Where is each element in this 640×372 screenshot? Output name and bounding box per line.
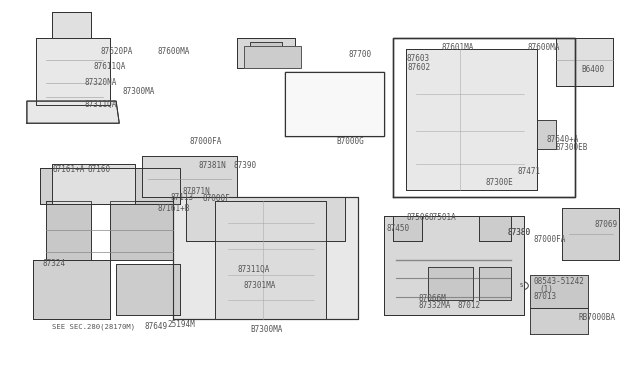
Text: 87300MA: 87300MA bbox=[122, 87, 155, 96]
Text: 87640+A: 87640+A bbox=[546, 135, 579, 144]
Text: 87501A: 87501A bbox=[428, 213, 456, 222]
Polygon shape bbox=[479, 215, 511, 241]
Polygon shape bbox=[250, 42, 282, 64]
Polygon shape bbox=[406, 49, 537, 190]
Text: B6400: B6400 bbox=[581, 65, 604, 74]
Polygon shape bbox=[109, 201, 173, 260]
Text: 87601MA: 87601MA bbox=[441, 43, 474, 52]
Text: 87332MA: 87332MA bbox=[419, 301, 451, 311]
Polygon shape bbox=[186, 197, 346, 241]
Text: 87000FA: 87000FA bbox=[534, 235, 566, 244]
Text: S: S bbox=[519, 283, 522, 288]
Polygon shape bbox=[33, 260, 109, 319]
Text: B7000G: B7000G bbox=[336, 137, 364, 146]
Polygon shape bbox=[52, 13, 91, 38]
Text: 87602: 87602 bbox=[408, 63, 431, 72]
Text: 87708: 87708 bbox=[310, 100, 333, 109]
Polygon shape bbox=[40, 167, 180, 205]
Polygon shape bbox=[285, 71, 384, 136]
Polygon shape bbox=[52, 164, 135, 205]
Text: 87700: 87700 bbox=[349, 51, 372, 60]
Text: 87506: 87506 bbox=[406, 213, 429, 222]
Text: RB7000BA: RB7000BA bbox=[578, 312, 615, 321]
Text: 87320NA: 87320NA bbox=[84, 78, 116, 87]
Text: 87066M: 87066M bbox=[419, 294, 447, 303]
Bar bbox=[244, 46, 301, 68]
Polygon shape bbox=[537, 119, 556, 149]
Polygon shape bbox=[479, 267, 511, 301]
Circle shape bbox=[49, 276, 94, 302]
Text: 87450: 87450 bbox=[387, 224, 410, 233]
Polygon shape bbox=[562, 208, 620, 260]
Text: 87012: 87012 bbox=[457, 301, 480, 311]
Polygon shape bbox=[27, 101, 119, 123]
Text: 87000FA: 87000FA bbox=[189, 137, 221, 146]
Text: 87161+A: 87161+A bbox=[52, 165, 84, 174]
Polygon shape bbox=[173, 197, 358, 319]
Text: 87611QA: 87611QA bbox=[94, 61, 126, 71]
Text: 87300EB: 87300EB bbox=[556, 143, 588, 152]
Text: 87324: 87324 bbox=[43, 259, 66, 268]
Text: B7300MA: B7300MA bbox=[250, 326, 282, 334]
Polygon shape bbox=[556, 38, 613, 86]
Text: 87161+B: 87161+B bbox=[157, 203, 190, 213]
Text: 87311QA: 87311QA bbox=[84, 100, 116, 109]
Polygon shape bbox=[301, 101, 368, 131]
Text: 87649: 87649 bbox=[145, 322, 168, 331]
Text: 87160: 87160 bbox=[88, 165, 111, 174]
Text: 25194M: 25194M bbox=[167, 320, 195, 329]
Text: 87311QA: 87311QA bbox=[237, 264, 269, 273]
Polygon shape bbox=[294, 77, 374, 132]
Circle shape bbox=[129, 278, 167, 301]
Polygon shape bbox=[215, 201, 326, 319]
Text: 87069: 87069 bbox=[594, 220, 617, 229]
Polygon shape bbox=[46, 201, 91, 260]
Text: 87603: 87603 bbox=[406, 54, 429, 63]
Bar bbox=[394, 38, 575, 197]
Text: 87600MA: 87600MA bbox=[527, 43, 559, 52]
Text: 87600MA: 87600MA bbox=[157, 47, 190, 56]
Text: 87401AR: 87401AR bbox=[326, 82, 359, 91]
Circle shape bbox=[513, 281, 529, 290]
Polygon shape bbox=[531, 308, 588, 334]
Polygon shape bbox=[428, 267, 473, 301]
Bar bbox=[253, 46, 269, 61]
Polygon shape bbox=[237, 38, 294, 68]
Polygon shape bbox=[116, 263, 180, 315]
Text: 87471: 87471 bbox=[518, 167, 541, 176]
Text: 87013: 87013 bbox=[534, 292, 557, 301]
Text: 08543-51242: 08543-51242 bbox=[534, 278, 584, 286]
Polygon shape bbox=[394, 215, 422, 241]
Polygon shape bbox=[141, 157, 237, 197]
Text: 87301MA: 87301MA bbox=[244, 281, 276, 290]
Text: 87380: 87380 bbox=[508, 228, 531, 237]
Text: 87871N: 87871N bbox=[183, 187, 211, 196]
Polygon shape bbox=[531, 275, 588, 308]
Text: 87390: 87390 bbox=[234, 161, 257, 170]
Polygon shape bbox=[36, 38, 109, 105]
Text: 87113: 87113 bbox=[170, 193, 193, 202]
Text: 87300E: 87300E bbox=[486, 178, 513, 187]
Text: (1): (1) bbox=[540, 285, 554, 294]
Text: 87381N: 87381N bbox=[199, 161, 227, 170]
Bar bbox=[285, 71, 384, 136]
Text: 870N6: 870N6 bbox=[294, 80, 317, 89]
Text: 87000F: 87000F bbox=[202, 195, 230, 203]
Polygon shape bbox=[384, 215, 524, 315]
Text: 87380: 87380 bbox=[508, 228, 531, 237]
Text: 87620PA: 87620PA bbox=[100, 47, 132, 56]
Text: SEE SEC.280(28170M): SEE SEC.280(28170M) bbox=[52, 323, 136, 330]
